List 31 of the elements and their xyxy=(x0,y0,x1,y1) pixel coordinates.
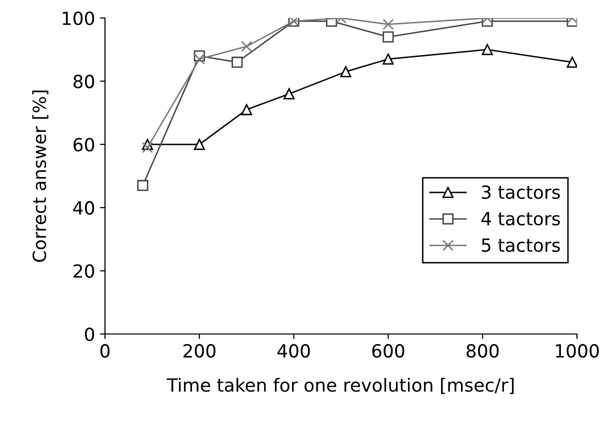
y-tick-label: 100 xyxy=(62,11,94,26)
point xyxy=(284,88,295,100)
y-tick-label: 80 xyxy=(74,74,94,88)
point xyxy=(241,104,252,116)
point xyxy=(194,54,205,65)
point xyxy=(340,66,352,78)
legend-label: 4 tactors xyxy=(481,212,560,226)
point xyxy=(566,56,577,68)
point xyxy=(232,56,243,68)
point xyxy=(241,40,252,52)
point xyxy=(382,31,394,43)
point xyxy=(382,18,394,30)
x-tick-label: 800 xyxy=(466,344,499,358)
y-axis-title: Correct answer [%] xyxy=(32,90,48,262)
point xyxy=(137,180,148,192)
point xyxy=(482,44,493,56)
x-tick-label: 200 xyxy=(183,344,216,358)
x-tick-label: 0 xyxy=(100,344,110,358)
x-axis-title: Time taken for one revolution [msec/r] xyxy=(166,378,514,394)
y-tick-label: 60 xyxy=(74,138,94,152)
x-tick-label: 1000 xyxy=(556,344,599,358)
point xyxy=(382,54,394,65)
y-tick-label: 0 xyxy=(84,327,94,342)
y-tick-label: 20 xyxy=(74,264,94,278)
x-tick-label: 600 xyxy=(372,344,404,358)
point xyxy=(194,138,205,150)
x-tick-label: 400 xyxy=(277,344,310,358)
y-tick-label: 40 xyxy=(73,201,94,215)
legend-label: 3 tactors xyxy=(482,185,560,199)
point xyxy=(142,142,154,154)
legend-label: 5 tactors xyxy=(482,238,560,252)
